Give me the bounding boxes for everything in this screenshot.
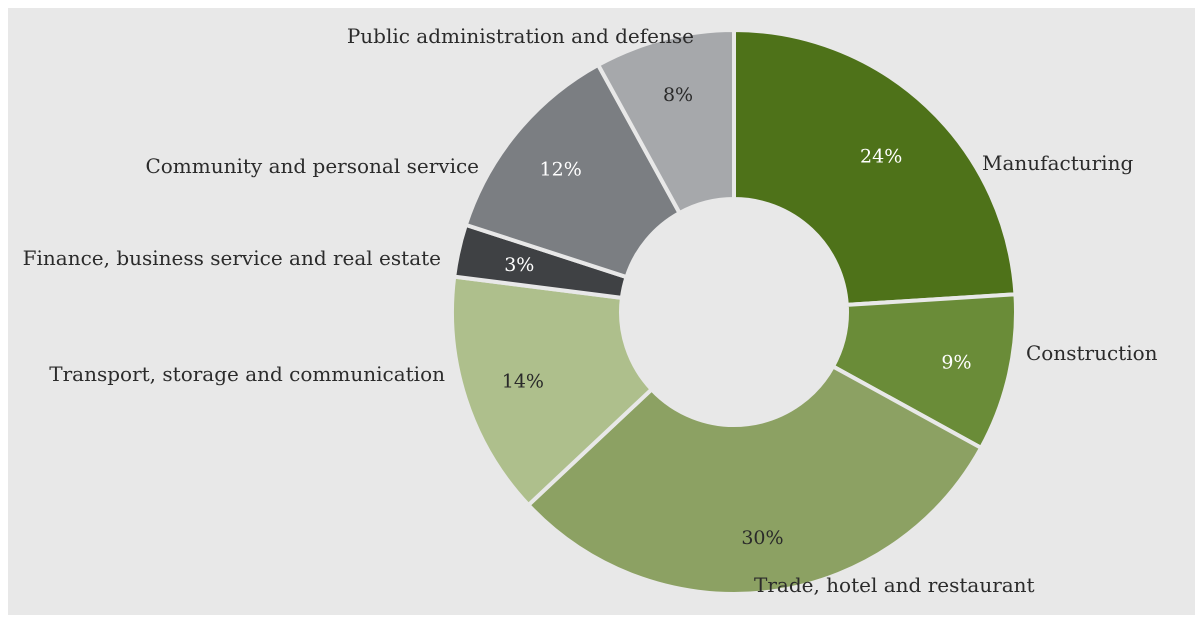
- category-label: Public administration and defense: [347, 24, 694, 48]
- slice-trade-hotel-and-restaurant: [525, 363, 984, 596]
- value-label: 8%: [663, 84, 693, 106]
- category-label: Manufacturing: [982, 151, 1133, 175]
- slice-manufacturing: [732, 27, 1018, 308]
- category-label: Transport, storage and communication: [49, 362, 445, 386]
- value-label: 3%: [504, 254, 534, 276]
- value-labels-group: 24% 9% 30% 14% 3% 12% 8%: [502, 84, 972, 549]
- category-label: Community and personal service: [145, 154, 479, 178]
- category-label: Trade, hotel and restaurant: [754, 573, 1035, 597]
- value-label: 24%: [860, 145, 902, 167]
- donut-chart: 24% 9% 30% 14% 3% 12% 8% Manufacturing Construc…: [23, 24, 1158, 597]
- value-label: 30%: [741, 527, 783, 549]
- value-label: 12%: [540, 159, 582, 181]
- value-label: 9%: [941, 352, 971, 374]
- category-label: Finance, business service and real estat…: [23, 246, 441, 270]
- slices-group: [450, 27, 1018, 596]
- category-label: Construction: [1026, 341, 1158, 365]
- slice-transport-storage-and-communication: [450, 274, 655, 508]
- value-label: 14%: [502, 371, 544, 393]
- category-labels-group: Manufacturing Construction Trade, hotel an…: [23, 24, 1158, 597]
- slice-public-administration-and-defense: [595, 27, 736, 216]
- chart-panel: 24% 9% 30% 14% 3% 12% 8% Manufacturing Construc…: [8, 8, 1195, 615]
